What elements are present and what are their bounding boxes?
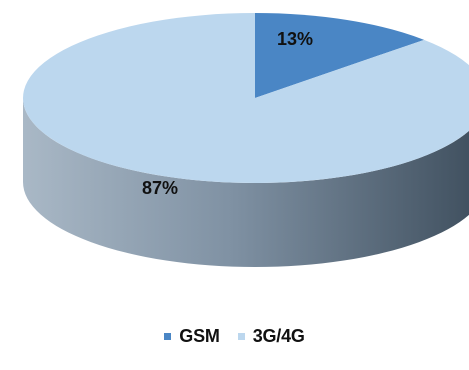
legend: GSM 3G/4G — [0, 326, 469, 347]
data-label-gsm: 13% — [277, 29, 313, 49]
pie-slice-3g4g — [23, 13, 469, 183]
legend-item-3g4g: 3G/4G — [237, 326, 305, 347]
legend-item-gsm: GSM — [164, 326, 220, 347]
legend-label-gsm: GSM — [179, 326, 220, 346]
legend-swatch-3g4g — [237, 333, 245, 340]
pie-slice-gsm — [255, 13, 425, 98]
legend-label-3g4g: 3G/4G — [252, 326, 305, 346]
pie-side-wall — [23, 98, 469, 267]
data-label-3g4g: 87% — [142, 178, 178, 198]
legend-swatch-gsm — [164, 333, 172, 340]
